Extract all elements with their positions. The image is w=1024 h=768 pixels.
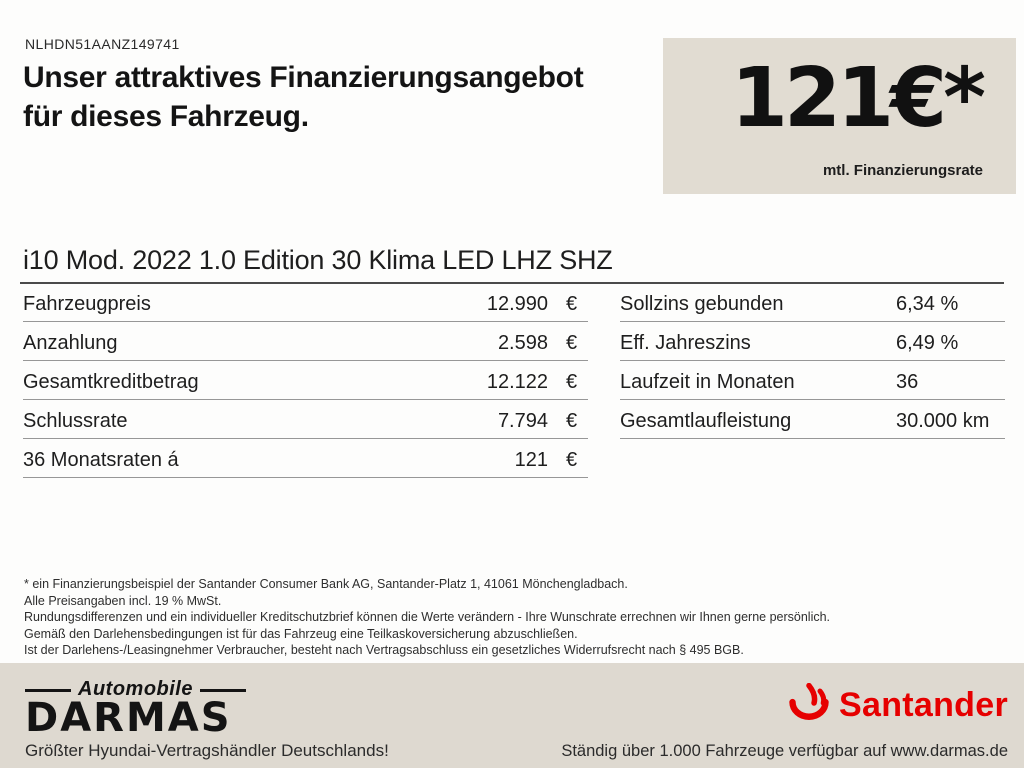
logo-rule-left: [25, 689, 71, 692]
page-title-line2: für dieses Fahrzeug.: [23, 100, 309, 133]
disclaimer-line: Alle Preisangaben incl. 19 % MwSt.: [24, 593, 222, 608]
vehicle-title: i10 Mod. 2022 1.0 Edition 30 Klima LED L…: [23, 245, 613, 275]
santander-logo-text: Santander: [839, 686, 1008, 724]
row-unit: €: [566, 293, 578, 315]
row-label: Anzahlung: [23, 332, 118, 354]
santander-logo: Santander: [787, 682, 1008, 728]
table-row: 36 Monatsraten á 121 €: [23, 439, 588, 478]
darmas-logo-name: DARMAS: [25, 695, 232, 741]
bank-tagline: Ständig über 1.000 Fahrzeuge verfügbar a…: [561, 742, 1008, 760]
row-value: 121: [514, 449, 548, 471]
table-row: Laufzeit in Monaten 36: [620, 361, 1005, 400]
row-label: Laufzeit in Monaten: [620, 371, 795, 393]
darmas-logo-top: Automobile: [25, 678, 246, 701]
row-value: 12.990: [486, 293, 548, 315]
table-row: Eff. Jahreszins 6,49 %: [620, 322, 1005, 361]
disclaimer-line: * ein Finanzierungsbeispiel der Santande…: [24, 577, 628, 591]
row-unit: €: [566, 371, 578, 393]
row-value: 36: [896, 371, 919, 393]
row-label: Fahrzeugpreis: [23, 293, 151, 315]
page-title-line1: Unser attraktives Finanzierungsangebot: [23, 61, 584, 94]
disclaimer-line: Ist der Darlehens-/Leasingnehmer Verbrau…: [24, 643, 744, 657]
row-value: 30.000 km: [896, 410, 990, 432]
row-value: 6,34 %: [896, 293, 959, 315]
finance-table-left: Fahrzeugpreis 12.990 € Anzahlung 2.598 €…: [23, 283, 588, 478]
vin-number: NLHDN51AANZ149741: [25, 36, 180, 52]
darmas-logo: Automobile DARMAS: [25, 678, 246, 738]
monthly-rate-caption: mtl. Finanzierungsrate: [822, 162, 983, 179]
table-row: Anzahlung 2.598 €: [23, 322, 588, 361]
row-label: Gesamtkreditbetrag: [23, 371, 199, 393]
row-unit: €: [566, 410, 578, 432]
row-label: Sollzins gebunden: [620, 293, 784, 315]
table-row: Gesamtkreditbetrag 12.122 €: [23, 361, 588, 400]
finance-table-right: Sollzins gebunden 6,34 % Eff. Jahreszins…: [620, 283, 1005, 439]
dealer-tagline: Größter Hyundai-Vertragshändler Deutschl…: [25, 741, 389, 760]
row-value: 2.598: [497, 332, 548, 354]
title-divider: [20, 282, 1004, 284]
monthly-rate-amount: 121€*: [730, 51, 986, 146]
table-row: Gesamtlaufleistung 30.000 km: [620, 400, 1005, 439]
disclaimer-line: Rundungsdifferenzen und ein individuelle…: [24, 610, 831, 624]
table-row: Schlussrate 7.794 €: [23, 400, 588, 439]
row-label: Schlussrate: [23, 410, 128, 432]
page-title: Unser attraktives Finanzierungsangebot f…: [23, 58, 584, 136]
logo-rule-right: [200, 689, 246, 692]
disclaimer-line: Gemäß den Darlehensbedingungen ist für d…: [24, 626, 578, 641]
row-label: Eff. Jahreszins: [620, 332, 751, 354]
row-value: 6,49 %: [896, 332, 959, 354]
row-unit: €: [566, 449, 578, 471]
row-value: 12.122: [486, 371, 548, 393]
table-row: Sollzins gebunden 6,34 %: [620, 283, 1005, 322]
row-value: 7.794: [497, 410, 548, 432]
disclaimer-text: * ein Finanzierungsbeispiel der Santande…: [24, 576, 984, 659]
row-unit: €: [566, 332, 578, 354]
footer: Automobile DARMAS Größter Hyundai-Vertra…: [0, 663, 1024, 768]
row-label: Gesamtlaufleistung: [620, 410, 792, 432]
table-row: Fahrzeugpreis 12.990 €: [23, 283, 588, 322]
santander-flame-icon: [787, 682, 831, 728]
row-label: 36 Monatsraten á: [23, 449, 179, 471]
darmas-logo-word: Automobile: [78, 678, 193, 700]
monthly-rate-box: 121€* mtl. Finanzierungsrate: [663, 38, 1016, 194]
